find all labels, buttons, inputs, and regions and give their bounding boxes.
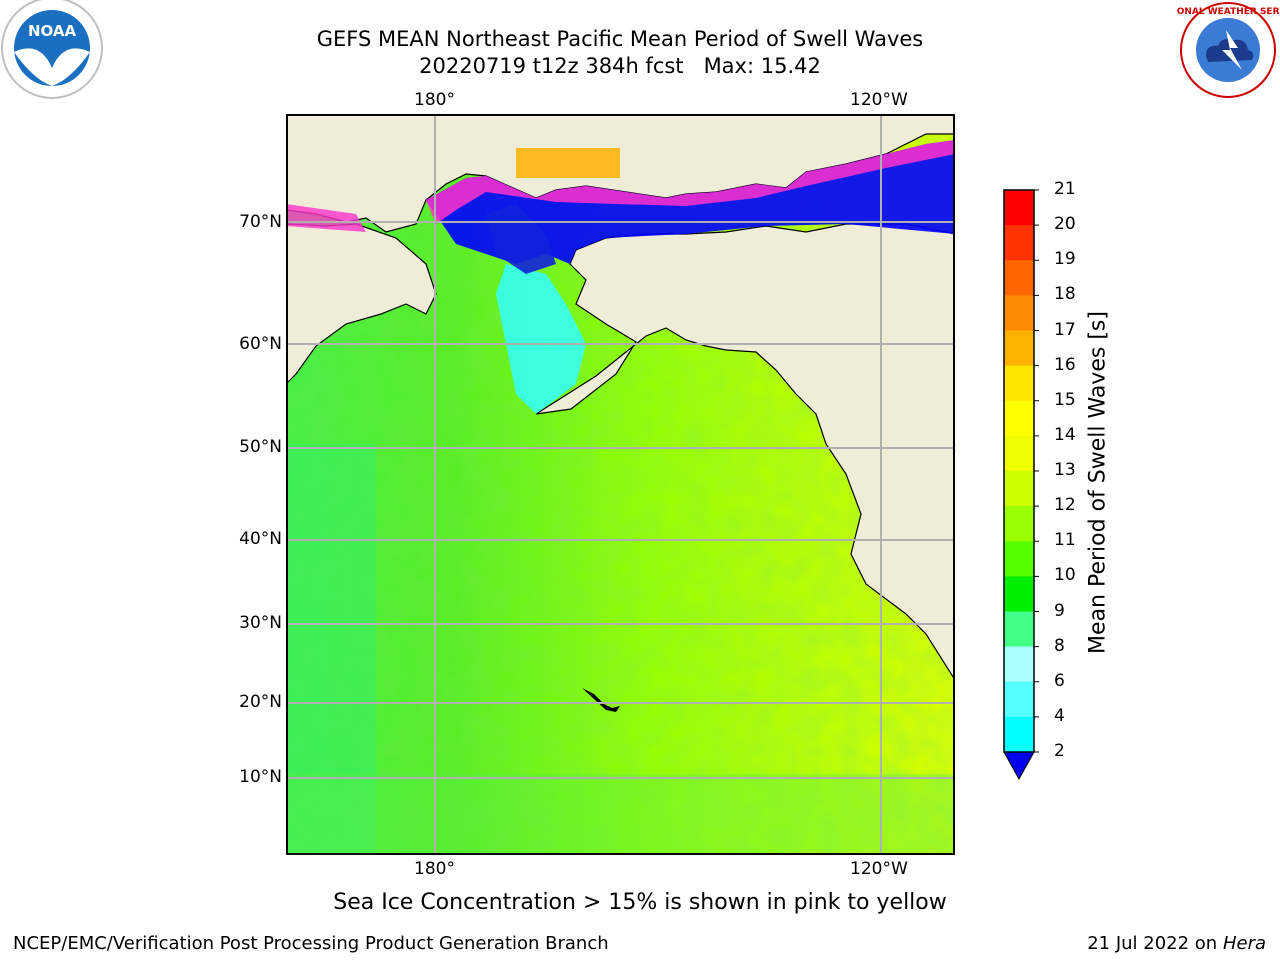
colorbar-tick-label: 19: [1054, 249, 1076, 270]
sea-ice-edge: [516, 148, 620, 178]
colorbar-block: [1004, 646, 1034, 683]
lat-label-20n: 20°N: [239, 692, 282, 712]
colorbar-block: [1004, 576, 1034, 612]
date-text: 21 Jul 2022 on Hera: [1087, 933, 1266, 954]
colorbar-tick-label: 8: [1054, 635, 1065, 656]
colorbar-block: [1004, 541, 1034, 577]
lat-label-50n: 50°N: [239, 437, 282, 457]
colorbar-block: [1004, 435, 1034, 472]
hawaii-islands: [582, 688, 620, 712]
lon-label-bottom-120w: 120°W: [850, 859, 908, 879]
colorbar-tick-label: 21: [1054, 179, 1076, 199]
colorbar-block: [1004, 471, 1034, 507]
colorbar-block: [1004, 295, 1034, 331]
lat-label-30n: 30°N: [239, 613, 282, 633]
sea-ice-footnote: Sea Ice Concentration > 15% is shown in …: [333, 890, 947, 915]
colorbar-block: [1004, 260, 1034, 296]
colorbar-tick-label: 18: [1054, 284, 1076, 305]
colorbar-block: [1004, 330, 1034, 367]
colorbar-block: [1004, 225, 1034, 261]
colorbar-block: [1004, 365, 1034, 402]
colorbar: [1003, 189, 1039, 781]
date-prefix: 21 Jul 2022 on: [1087, 933, 1223, 954]
date-host: Hera: [1222, 933, 1266, 954]
colorbar-block: [1004, 506, 1034, 542]
chart-subtitle: 20220719 t12z 384h fcst Max: 15.42: [419, 54, 821, 78]
lon-label-top-180: 180°: [414, 90, 455, 110]
north-america-land: [535, 223, 954, 680]
colorbar-tick-label: 13: [1054, 460, 1076, 480]
colorbar-block: [1004, 681, 1034, 718]
colorbar-tick-label: 12: [1054, 495, 1076, 516]
colorbar-label: Mean Period of Swell Waves [s]: [1085, 311, 1111, 654]
lat-label-10n: 10°N: [239, 767, 282, 787]
svg-text:NATIONAL WEATHER SERVICE: NATIONAL WEATHER SERVICE: [1176, 7, 1280, 17]
credit-text: NCEP/EMC/Verification Post Processing Pr…: [13, 933, 609, 954]
colorbar-tick-label: 11: [1054, 530, 1076, 551]
colorbar-tick-label: 15: [1054, 389, 1076, 410]
noaa-logo: NOAA: [1, 0, 103, 99]
lat-label-60n: 60°N: [239, 334, 282, 354]
colorbar-tick-label: 6: [1054, 670, 1065, 691]
lon-label-bottom-180: 180°: [414, 859, 455, 879]
lat-label-40n: 40°N: [239, 529, 282, 549]
colorbar-tick-label: 2: [1054, 741, 1065, 761]
lon-label-top-120w: 120°W: [850, 90, 908, 110]
colorbar-tick-label: 4: [1054, 705, 1065, 726]
colorbar-extend-arrow: [1003, 751, 1035, 781]
chart-title: GEFS MEAN Northeast Pacific Mean Period …: [316, 27, 924, 51]
colorbar-block: [1004, 611, 1034, 648]
colorbar-block: [1004, 190, 1034, 226]
national-weather-service-logo: NATIONAL WEATHER SERVICE: [1176, 2, 1280, 98]
colorbar-tick-label: 20: [1054, 214, 1076, 235]
svg-text:NOAA: NOAA: [28, 22, 77, 40]
colorbar-tick-label: 14: [1054, 424, 1076, 445]
colorbar-tick-label: 10: [1054, 565, 1076, 586]
colorbar-block: [1004, 716, 1034, 753]
map-frame: [286, 114, 955, 855]
gridlines: [286, 114, 955, 855]
colorbar-tick-label: 16: [1054, 354, 1076, 375]
bering-sea-low-period: [496, 264, 586, 414]
map-panel: [286, 114, 955, 855]
colorbar-tick-label: 9: [1054, 600, 1065, 621]
colorbar-block: [1004, 400, 1034, 437]
lat-label-70n: 70°N: [239, 212, 282, 232]
colorbar-tick-label: 17: [1054, 319, 1076, 340]
